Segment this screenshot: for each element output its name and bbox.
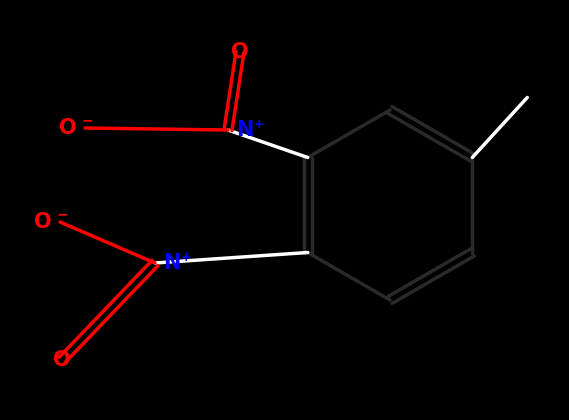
Text: O: O (231, 42, 249, 62)
Text: O: O (59, 118, 77, 138)
Text: +: + (181, 250, 192, 263)
Text: N: N (163, 253, 180, 273)
Text: +: + (254, 118, 265, 131)
Text: −: − (57, 207, 69, 221)
Text: −: − (82, 113, 94, 127)
Text: O: O (34, 212, 52, 232)
Text: N: N (236, 120, 253, 140)
Text: O: O (53, 350, 71, 370)
